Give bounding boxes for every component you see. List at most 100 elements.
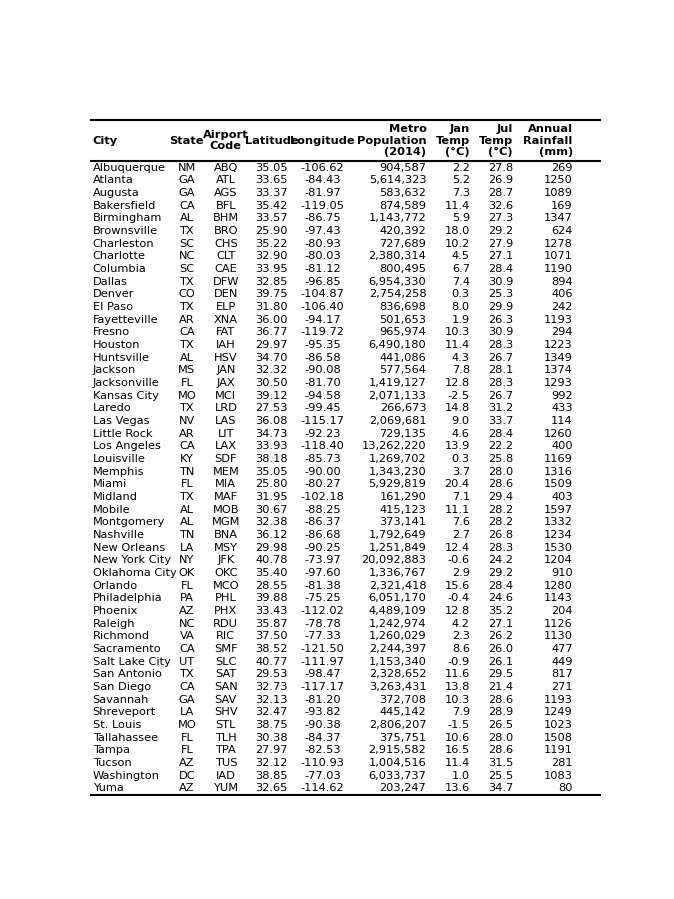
Text: 26.5: 26.5 — [488, 720, 513, 730]
Text: 33.43: 33.43 — [255, 606, 288, 616]
Text: SAN: SAN — [214, 682, 238, 692]
Text: -114.62: -114.62 — [301, 783, 344, 793]
Text: 1,004,516: 1,004,516 — [369, 758, 427, 768]
Text: 27.97: 27.97 — [255, 745, 288, 755]
Text: AZ: AZ — [179, 606, 195, 616]
Text: -88.25: -88.25 — [305, 504, 341, 515]
Text: 3,263,431: 3,263,431 — [369, 682, 427, 692]
Text: Oklahoma City: Oklahoma City — [92, 568, 177, 578]
Text: 1,336,767: 1,336,767 — [369, 568, 427, 578]
Text: MEM: MEM — [212, 467, 239, 476]
Text: -97.60: -97.60 — [305, 568, 341, 578]
Text: Montgomery: Montgomery — [92, 517, 165, 528]
Text: 14.8: 14.8 — [445, 404, 470, 414]
Text: 28.6: 28.6 — [488, 695, 513, 705]
Text: 1278: 1278 — [544, 239, 573, 249]
Text: 32.73: 32.73 — [255, 682, 288, 692]
Text: 1,419,127: 1,419,127 — [369, 378, 427, 388]
Text: 2.7: 2.7 — [452, 530, 470, 540]
Text: Kansas City: Kansas City — [92, 391, 158, 401]
Text: SHV: SHV — [214, 708, 238, 717]
Text: 2,328,652: 2,328,652 — [369, 669, 427, 680]
Text: 12.8: 12.8 — [445, 606, 470, 616]
Text: MAF: MAF — [214, 492, 238, 502]
Text: 18.0: 18.0 — [444, 227, 470, 236]
Text: 32.12: 32.12 — [255, 758, 288, 768]
Text: -92.23: -92.23 — [305, 429, 341, 439]
Text: 11.1: 11.1 — [444, 504, 470, 515]
Text: Jan
Temp
(°C): Jan Temp (°C) — [435, 124, 470, 157]
Text: Miami: Miami — [92, 479, 127, 489]
Text: 894: 894 — [551, 277, 573, 287]
Text: 29.2: 29.2 — [488, 227, 513, 236]
Text: -96.85: -96.85 — [305, 277, 341, 287]
Text: 36.00: 36.00 — [255, 315, 288, 325]
Text: Airport
Code: Airport Code — [203, 129, 249, 151]
Text: 1.9: 1.9 — [452, 315, 470, 325]
Text: 294: 294 — [551, 327, 573, 337]
Text: 28.9: 28.9 — [488, 708, 513, 717]
Text: Columbia: Columbia — [92, 264, 146, 274]
Text: 400: 400 — [551, 441, 573, 451]
Text: Las Vegas: Las Vegas — [92, 416, 149, 426]
Text: KY: KY — [180, 454, 194, 464]
Text: -86.58: -86.58 — [305, 352, 341, 363]
Text: 1071: 1071 — [544, 252, 573, 262]
Text: STL: STL — [216, 720, 236, 730]
Text: 992: 992 — [551, 391, 573, 401]
Text: -77.33: -77.33 — [305, 631, 341, 641]
Text: DEN: DEN — [214, 289, 238, 299]
Text: LRD: LRD — [214, 404, 237, 414]
Text: JFK: JFK — [217, 556, 235, 565]
Text: NC: NC — [179, 619, 195, 628]
Text: 4.2: 4.2 — [452, 619, 470, 628]
Text: -82.53: -82.53 — [305, 745, 341, 755]
Text: 28.0: 28.0 — [488, 467, 513, 476]
Text: 2,244,397: 2,244,397 — [369, 644, 427, 654]
Text: 32.85: 32.85 — [255, 277, 288, 287]
Text: Tucson: Tucson — [92, 758, 131, 768]
Text: 433: 433 — [551, 404, 573, 414]
Text: 1,343,230: 1,343,230 — [369, 467, 427, 476]
Text: -86.68: -86.68 — [305, 530, 341, 540]
Text: MS: MS — [179, 365, 195, 376]
Text: Jackson: Jackson — [92, 365, 136, 376]
Text: 29.4: 29.4 — [488, 492, 513, 502]
Text: Orlando: Orlando — [92, 581, 138, 591]
Text: 38.52: 38.52 — [255, 644, 288, 654]
Text: -84.37: -84.37 — [305, 733, 341, 743]
Text: MIA: MIA — [216, 479, 237, 489]
Text: Augusta: Augusta — [92, 188, 140, 198]
Text: 729,135: 729,135 — [379, 429, 427, 439]
Text: TX: TX — [179, 227, 194, 236]
Text: 1347: 1347 — [544, 213, 573, 224]
Text: 11.4: 11.4 — [445, 200, 470, 210]
Text: 0.3: 0.3 — [452, 454, 470, 464]
Text: Albuquerque: Albuquerque — [92, 163, 166, 173]
Text: TX: TX — [179, 302, 194, 312]
Text: SAV: SAV — [215, 695, 237, 705]
Text: -97.43: -97.43 — [305, 227, 341, 236]
Text: 30.9: 30.9 — [488, 277, 513, 287]
Text: 874,589: 874,589 — [379, 200, 427, 210]
Text: 1530: 1530 — [544, 543, 573, 553]
Text: ATL: ATL — [216, 175, 236, 185]
Text: LA: LA — [180, 543, 194, 553]
Text: TLH: TLH — [215, 733, 237, 743]
Text: 904,587: 904,587 — [379, 163, 427, 173]
Text: 31.80: 31.80 — [255, 302, 288, 312]
Text: -80.93: -80.93 — [305, 239, 341, 249]
Text: BNA: BNA — [214, 530, 238, 540]
Text: 30.50: 30.50 — [255, 378, 288, 388]
Text: -99.45: -99.45 — [305, 404, 341, 414]
Text: 29.9: 29.9 — [488, 302, 513, 312]
Text: TX: TX — [179, 340, 194, 350]
Text: Washington: Washington — [92, 770, 160, 780]
Text: 2,754,258: 2,754,258 — [369, 289, 427, 299]
Text: 1130: 1130 — [544, 631, 573, 641]
Text: NC: NC — [179, 252, 195, 262]
Text: PHX: PHX — [214, 606, 237, 616]
Text: RDU: RDU — [214, 619, 239, 628]
Text: LA: LA — [180, 708, 194, 717]
Text: -86.75: -86.75 — [305, 213, 341, 224]
